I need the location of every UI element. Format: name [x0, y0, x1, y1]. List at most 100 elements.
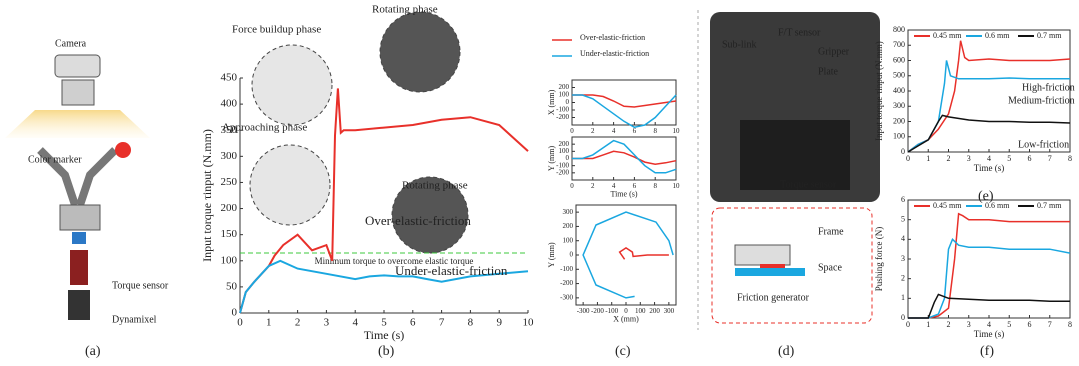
- setup-drawing: [5, 54, 150, 320]
- photo-insets: [249, 11, 469, 254]
- photo-device: [697, 10, 880, 330]
- y-tick-label: -200: [560, 279, 573, 287]
- legend-label: 0.6 mm: [985, 31, 1010, 40]
- series-label: Over-elastic-friction: [365, 213, 471, 228]
- legend-label: 0.6 mm: [985, 201, 1010, 210]
- data-line: [618, 247, 669, 260]
- x-tick-label: 5: [1007, 320, 1011, 329]
- data-line: [572, 139, 677, 174]
- y-tick-label: 200: [563, 222, 574, 230]
- x-tick-label: 10: [673, 182, 681, 190]
- y-tick-label: 450: [221, 72, 238, 84]
- y-tick-label: -200: [556, 113, 569, 121]
- x-tick-label: 1: [926, 320, 930, 329]
- data-line: [907, 114, 1071, 153]
- label: Sub-link: [722, 39, 756, 50]
- caption: (f): [980, 344, 994, 359]
- x-tick-label: 6: [1028, 154, 1032, 163]
- x-tick-label: 4: [352, 316, 358, 328]
- data-line: [572, 94, 677, 129]
- x-tick-label: 4: [612, 182, 616, 190]
- caption: (b): [378, 344, 395, 359]
- y-axis-label: Y (mm): [547, 242, 556, 268]
- x-axis-label: Time (s): [610, 190, 637, 199]
- data-line: [572, 94, 677, 108]
- y-tick-label: 0: [901, 313, 905, 322]
- y-tick-label: 4: [901, 234, 905, 243]
- y-axis-label: Y (mm): [547, 146, 556, 172]
- y-tick-label: 300: [563, 208, 574, 216]
- x-tick-label: 2: [591, 182, 595, 190]
- label: Friction generator: [737, 292, 810, 303]
- y-tick-label: 300: [221, 150, 238, 162]
- y-tick-label: 400: [221, 98, 238, 110]
- y-tick-label: 0: [901, 147, 905, 156]
- x-tick-label: 100: [635, 307, 646, 315]
- legend-label: 0.7 mm: [1037, 201, 1062, 210]
- label: Plate: [818, 66, 839, 77]
- y-tick-label: -200: [556, 168, 569, 176]
- x-tick-label: 9: [496, 316, 502, 328]
- x-tick-label: -100: [605, 307, 618, 315]
- y-tick-label: 600: [893, 55, 905, 64]
- y-tick-label: 100: [559, 147, 570, 155]
- y-axis-label: Input torque τinput (N.mm): [874, 41, 884, 141]
- annotation: Approaching phase: [222, 122, 307, 134]
- x-axis-label: Time (s): [974, 163, 1004, 173]
- x-tick-label: 300: [664, 307, 675, 315]
- x-tick-label: 1: [926, 154, 930, 163]
- y-tick-label: 100: [559, 91, 570, 99]
- x-tick-label: 4: [987, 320, 991, 329]
- x-tick-label: 8: [653, 127, 657, 135]
- y-tick-label: 250: [221, 176, 238, 188]
- label: Gripper: [818, 46, 850, 57]
- y-tick-label: -300: [560, 293, 573, 301]
- y-tick-label: 200: [559, 140, 570, 148]
- x-tick-label: 200: [649, 307, 660, 315]
- y-tick-label: 0: [232, 307, 238, 319]
- y-tick-label: 300: [893, 101, 905, 110]
- y-tick-label: 500: [893, 71, 905, 80]
- x-tick-label: 0: [624, 307, 628, 315]
- x-tick-label: 2: [295, 316, 301, 328]
- reference-label: Minimum torque to overcome elastic torqu…: [315, 256, 474, 266]
- label: Color marker: [28, 154, 82, 165]
- legend-label: 0.45 mm: [933, 31, 962, 40]
- data-line: [907, 40, 1071, 153]
- label: Torque sensor: [112, 280, 169, 291]
- annotation: High-friction: [1022, 82, 1075, 93]
- annotation: Low-friction: [1018, 139, 1069, 150]
- legend-label: 0.45 mm: [933, 201, 962, 210]
- caption: (c): [615, 344, 631, 359]
- y-tick-label: 200: [559, 83, 570, 91]
- x-axis-label: X (mm): [613, 315, 639, 324]
- x-tick-label: 5: [1007, 154, 1011, 163]
- x-tick-label: 3: [967, 320, 971, 329]
- annotation: Rotating phase: [402, 180, 468, 192]
- x-tick-label: -300: [577, 307, 590, 315]
- series-label: Under-elastic-friction: [395, 263, 508, 278]
- x-tick-label: 8: [653, 182, 657, 190]
- x-tick-label: 8: [468, 316, 474, 328]
- x-tick-label: 8: [1068, 320, 1072, 329]
- y-tick-label: 100: [563, 236, 574, 244]
- label: Dynamixel: [112, 314, 157, 325]
- y-tick-label: 150: [221, 228, 238, 240]
- x-tick-label: 3: [324, 316, 330, 328]
- x-tick-label: 7: [439, 316, 445, 328]
- y-tick-label: 100: [221, 254, 238, 266]
- data-line: [239, 88, 529, 314]
- y-tick-label: -100: [556, 161, 569, 169]
- annotation: Medium-friction: [1008, 95, 1075, 106]
- x-tick-label: 6: [633, 182, 637, 190]
- x-tick-label: 2: [591, 127, 595, 135]
- x-tick-label: 0: [570, 182, 574, 190]
- x-axis-label: Time (s): [364, 328, 405, 342]
- data-line: [239, 259, 529, 314]
- x-tick-label: 2: [947, 320, 951, 329]
- label: Frame: [818, 226, 844, 237]
- x-tick-label: 10: [673, 127, 681, 135]
- y-tick-label: 3: [901, 254, 905, 263]
- x-tick-label: -200: [591, 307, 604, 315]
